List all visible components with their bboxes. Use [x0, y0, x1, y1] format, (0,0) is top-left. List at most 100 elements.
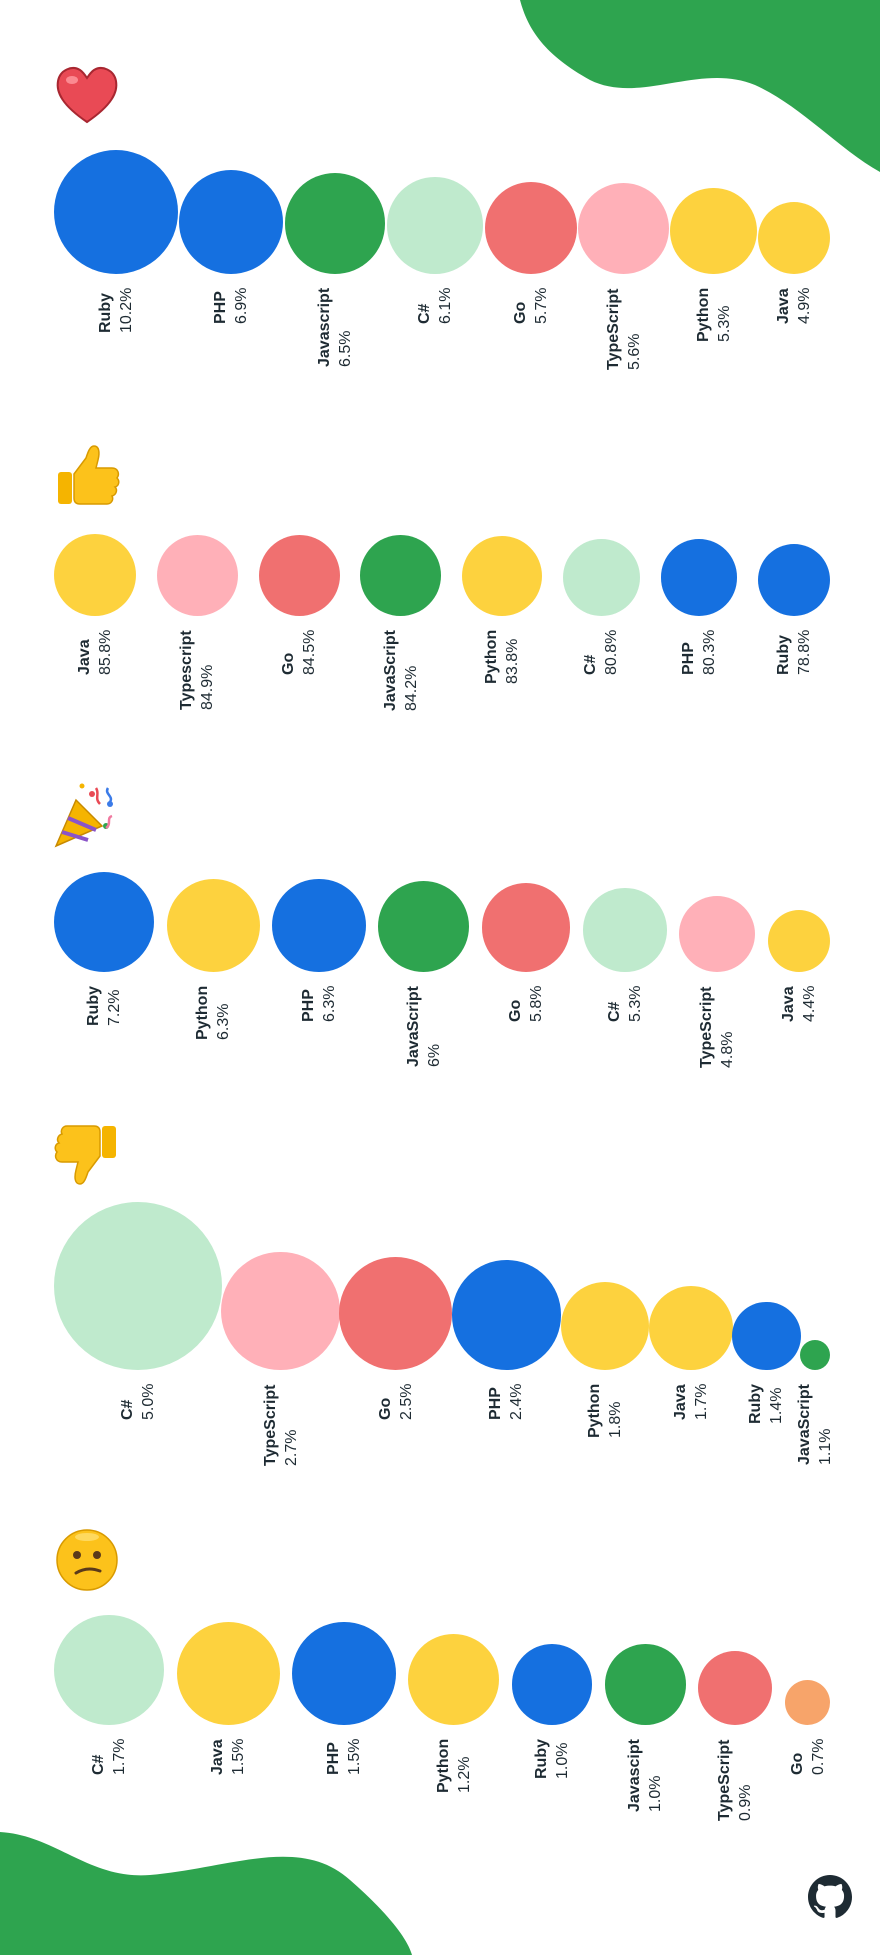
bubble-java — [648, 1285, 733, 1370]
value-label: 1.4% — [768, 1387, 786, 1424]
value-label: 6% — [425, 1043, 443, 1067]
value-label: 5.3% — [715, 305, 733, 342]
bubble-label: C# 6.1% — [414, 288, 456, 324]
value-label: 1.0% — [554, 1742, 572, 1779]
value-label: 2.4% — [508, 1383, 526, 1420]
bubble-go — [481, 883, 571, 972]
value-label: 84.2% — [402, 665, 420, 711]
chart-section-confused-face: C# 1.7% Java 1.5% PHP 1.5% Python 1.2% Ruby 1.0% J… — [0, 1525, 880, 1885]
bubble-javascipt — [605, 1644, 686, 1725]
language-name: C# — [415, 303, 433, 324]
bubble-csharp — [386, 177, 484, 274]
bubble-java — [176, 1621, 280, 1725]
language-name: C# — [605, 1001, 623, 1022]
bubble-label: Go 84.5% — [278, 630, 320, 675]
language-name: C# — [90, 1754, 107, 1775]
value-label: 5.6% — [625, 333, 643, 370]
bubble-label: TypeScript 5.6% — [603, 289, 645, 371]
value-label: 5.3% — [626, 985, 644, 1022]
bubble-typescript — [578, 183, 670, 274]
language-name: Go — [511, 301, 529, 324]
bubble-label: Python 6.3% — [192, 986, 234, 1040]
bubble-label: Ruby 78.8% — [773, 630, 815, 675]
thumbs-up-icon — [58, 445, 120, 505]
language-name: Python — [585, 1383, 603, 1438]
language-name: Go — [788, 1752, 806, 1775]
bubble-label: PHP 6.9% — [210, 288, 252, 324]
value-label: 80.8% — [603, 629, 621, 675]
value-label: 6.1% — [436, 287, 454, 324]
bubble-csharp — [582, 888, 667, 972]
value-label: 4.4% — [801, 985, 818, 1022]
language-name: Typescript — [178, 630, 196, 710]
value-label: 0.7% — [809, 1738, 827, 1775]
language-name: PHP — [212, 291, 230, 324]
language-name: PHP — [680, 642, 698, 675]
bubble-label: Python 83.8% — [481, 630, 523, 684]
bubble-ruby — [758, 544, 830, 616]
bubble-label: Ruby 7.2% — [83, 986, 125, 1026]
bubble-php — [292, 1621, 396, 1725]
bubble-label: Typescript 84.9% — [176, 630, 218, 710]
language-name: Python — [694, 287, 712, 342]
bubble-go — [258, 534, 340, 616]
bubble-php — [179, 170, 284, 274]
bubble-csharp — [54, 1202, 222, 1370]
bubble-typescript — [221, 1251, 340, 1370]
value-label: 80.3% — [701, 629, 719, 675]
value-label: 1.1% — [817, 1428, 834, 1465]
value-label: 1.5% — [230, 1738, 248, 1775]
value-label: 1.2% — [455, 1756, 473, 1793]
value-label: 4.8% — [719, 1031, 737, 1068]
value-label: 10.2% — [118, 287, 135, 333]
language-name: PHP — [324, 1742, 342, 1775]
bubble-label: Python 1.8% — [584, 1384, 626, 1438]
bubble-typescript — [679, 895, 756, 972]
bubble-ruby — [732, 1301, 801, 1370]
bubble-javascript — [284, 173, 386, 274]
bubble-go — [339, 1257, 453, 1370]
language-name: JavaScript — [404, 986, 422, 1067]
confused-face-icon — [56, 1529, 118, 1591]
top-right-blob — [520, 0, 880, 172]
bubble-label: PHP 6.3% — [298, 986, 340, 1022]
language-name: PHP — [300, 989, 318, 1022]
value-label: 2.7% — [282, 1429, 300, 1466]
bubble-php — [272, 878, 366, 972]
language-name: Go — [506, 999, 524, 1022]
language-name: Ruby — [775, 635, 792, 675]
bubble-label: Go 0.7% — [787, 1739, 829, 1775]
value-label: 6.5% — [336, 330, 354, 367]
bubble-python — [166, 878, 260, 972]
bubble-label: Python 1.2% — [433, 1739, 475, 1793]
language-name: TypeScript — [604, 288, 622, 371]
bubble-python — [408, 1634, 500, 1725]
language-name: Java — [209, 1739, 227, 1775]
github-logo-icon[interactable] — [808, 1875, 852, 1919]
language-name: Javascipt — [626, 1739, 644, 1812]
value-label: 5.7% — [532, 287, 550, 324]
bubble-label: Python 5.3% — [693, 288, 735, 342]
bubble-label: Java 1.5% — [207, 1739, 249, 1775]
heart-icon — [56, 67, 118, 124]
bubble-ruby — [54, 150, 178, 274]
bubble-label: JavaScript 6% — [403, 986, 445, 1067]
value-label: 2.5% — [397, 1383, 415, 1420]
value-label: 1.7% — [111, 1738, 128, 1775]
language-name: Java — [780, 986, 797, 1022]
bubble-label: Javascipt 1.0% — [624, 1739, 666, 1812]
language-name: Go — [280, 652, 298, 675]
bubble-java — [758, 202, 830, 274]
value-label: 6.3% — [215, 1003, 233, 1040]
bubble-label: Ruby 1.0% — [531, 1739, 573, 1779]
value-label: 85.8% — [97, 629, 114, 675]
language-name: Python — [482, 629, 500, 684]
bubble-label: Ruby 1.4% — [745, 1384, 787, 1424]
bubble-javascript — [800, 1340, 830, 1370]
bubble-typescript — [698, 1650, 773, 1725]
language-name: Go — [376, 1397, 394, 1420]
value-label: 1.7% — [692, 1383, 710, 1420]
bubble-label: Java 4.9% — [773, 288, 815, 324]
bubble-csharp — [562, 538, 641, 616]
bubble-label: TypeScript 4.8% — [696, 987, 738, 1069]
